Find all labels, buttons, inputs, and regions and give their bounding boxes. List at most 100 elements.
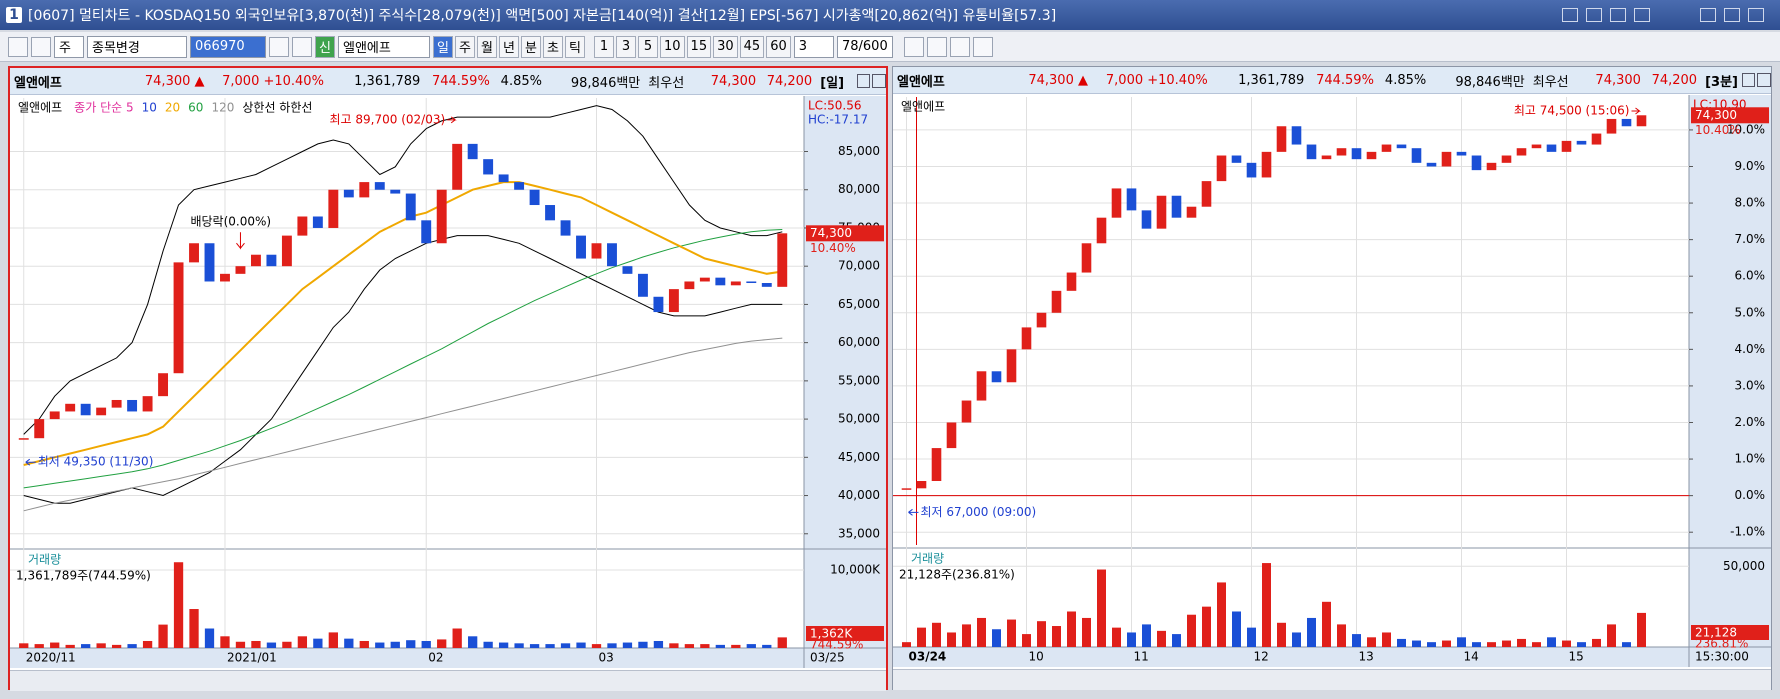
period-button[interactable]: 주: [455, 35, 475, 58]
x-tick-label: 02: [428, 651, 443, 665]
settings-icon[interactable]: [972, 36, 993, 57]
legend-entry: 종가 단순 5: [74, 101, 133, 115]
window-button[interactable]: [1634, 8, 1650, 22]
search-icon[interactable]: [269, 36, 289, 57]
volume-bar: [1187, 614, 1196, 647]
minute-button[interactable]: 30: [713, 35, 738, 58]
y-tick-label: 4.0%: [1735, 342, 1766, 356]
x-tick-label: 2020/11: [26, 651, 76, 665]
scrollbar[interactable]: [893, 669, 1771, 690]
period-button[interactable]: 초: [543, 35, 563, 58]
header-price: 74,300 ▲: [1028, 72, 1088, 88]
volume-bar: [1157, 630, 1166, 647]
candle: [1546, 144, 1557, 152]
panel-button[interactable]: [1741, 73, 1756, 87]
volume-bar: [932, 622, 941, 647]
candle: [1576, 140, 1587, 145]
indicator-line: [23, 105, 783, 435]
panel-close[interactable]: [1757, 73, 1772, 87]
volume-bar: [1217, 582, 1226, 647]
quote-header: 엘앤에프 74,300 ▲ 7,000 +10.40% 1,361,789 744.59…: [893, 67, 1772, 94]
volume-bar: [1427, 642, 1436, 647]
close-button[interactable]: [1748, 8, 1764, 22]
y-tick-label: 5.0%: [1735, 305, 1766, 319]
candle: [250, 254, 261, 267]
minute-button[interactable]: 3: [616, 35, 636, 58]
chart-title: 엘앤에프: [18, 101, 62, 115]
minute-button[interactable]: 10: [660, 35, 685, 58]
tool-icon[interactable]: [8, 36, 28, 57]
low-arrow: [908, 508, 919, 516]
candle: [529, 189, 540, 206]
count-input[interactable]: 78/600: [836, 35, 893, 58]
custom-interval[interactable]: 3: [793, 35, 834, 58]
panel-button[interactable]: [856, 74, 871, 88]
indicator-line: [23, 181, 783, 466]
minute-button[interactable]: 60: [766, 35, 791, 58]
candle: [1486, 162, 1497, 171]
window-button[interactable]: [1562, 8, 1578, 22]
scrollbar[interactable]: [10, 670, 886, 691]
period-button[interactable]: 분: [521, 35, 541, 58]
candle: [1006, 349, 1017, 383]
window-button[interactable]: [1610, 8, 1626, 22]
volume-bar: [762, 644, 772, 648]
volume-bar: [251, 640, 261, 648]
period-select[interactable]: 주: [54, 35, 84, 58]
tool-icon[interactable]: [292, 36, 312, 57]
header-amount: 98,846백만: [1455, 74, 1525, 90]
code-input[interactable]: 066970: [190, 35, 266, 58]
maximize-button[interactable]: [1724, 8, 1740, 22]
header-price: 74,300 ▲: [144, 73, 205, 89]
volume-bar: [65, 644, 75, 648]
tool-icon[interactable]: [926, 36, 947, 57]
window-button[interactable]: [1586, 8, 1602, 22]
period-button[interactable]: 년: [499, 35, 519, 58]
volume-bar: [1052, 626, 1061, 647]
minute-button[interactable]: 1: [594, 35, 614, 58]
volume-bar: [127, 644, 137, 648]
volume-summary: 1,361,789주(744.59%): [16, 569, 151, 583]
tool-icon[interactable]: [903, 36, 924, 57]
volume-bar: [529, 644, 540, 648]
panel-close[interactable]: [872, 74, 887, 88]
candle: [1561, 140, 1572, 152]
price-tag-label: 74,300: [1695, 108, 1737, 122]
chart: 03/24 10 11 12 13 14 15 15:30:00 -1.0% 0.0% 1.0% 2.…: [893, 95, 1771, 667]
candle: [1261, 151, 1272, 178]
x-tick-label: 03/24: [909, 650, 947, 664]
y-tick-label: 65,000: [838, 297, 880, 311]
minute-button[interactable]: 45: [739, 35, 765, 58]
period-button[interactable]: 틱: [565, 35, 585, 58]
volume-bar: [19, 643, 29, 648]
period-button[interactable]: 월: [477, 35, 497, 58]
intraday-panel: 엘앤에프 74,300 ▲ 7,000 +10.40% 1,361,789 744.59…: [892, 66, 1772, 690]
candle: [1441, 151, 1452, 167]
candle: [1021, 327, 1032, 350]
candle: [1351, 148, 1362, 160]
volume-bar: [1352, 634, 1361, 647]
candle: [1606, 118, 1617, 134]
candle: [961, 400, 972, 423]
stock-select[interactable]: 종목변경: [87, 35, 187, 58]
volume-bar: [1097, 569, 1106, 647]
header-volume: 1,361,789: [354, 73, 421, 89]
tool-icon[interactable]: [31, 36, 51, 57]
minute-button[interactable]: 15: [686, 35, 712, 58]
minute-button[interactable]: 5: [638, 35, 658, 58]
candle: [761, 283, 772, 287]
minimize-button[interactable]: [1700, 8, 1716, 22]
header-name: 엘앤에프: [897, 74, 945, 90]
volume-bar: [1142, 624, 1151, 647]
candle: [622, 266, 633, 274]
volume-bar: [947, 632, 956, 647]
period-button[interactable]: 일: [433, 35, 453, 58]
volume-bar: [1202, 606, 1211, 647]
volume-bar: [607, 643, 617, 648]
price-tag-label: 74,300: [810, 226, 852, 240]
save-icon[interactable]: [949, 36, 970, 57]
candle: [991, 371, 1002, 383]
volume-bar: [1322, 601, 1331, 647]
volume-bar: [1367, 637, 1376, 647]
